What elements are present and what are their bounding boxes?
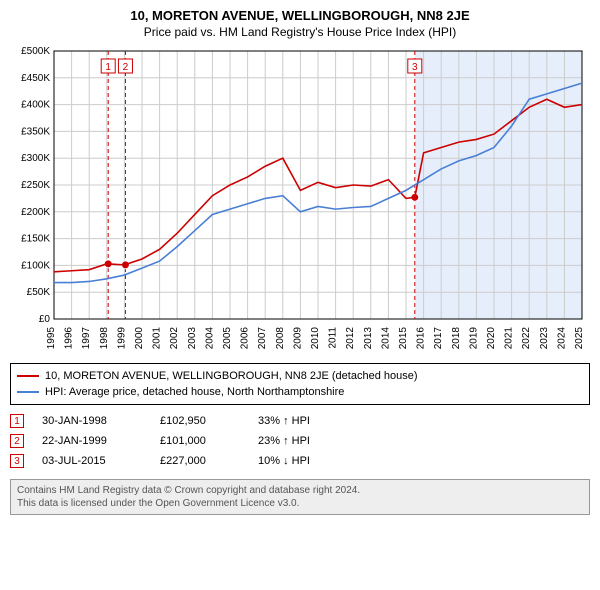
footer-line2: This data is licensed under the Open Gov… (17, 497, 583, 510)
svg-text:2016: 2016 (416, 327, 427, 350)
svg-text:2019: 2019 (468, 327, 479, 350)
svg-text:2011: 2011 (328, 327, 339, 349)
svg-text:1: 1 (105, 62, 111, 73)
svg-text:2021: 2021 (504, 327, 515, 350)
event-marker: 3 (10, 454, 24, 468)
event-row: 3 03-JUL-2015 £227,000 10% ↓ HPI (10, 451, 590, 471)
svg-text:1998: 1998 (99, 327, 110, 350)
events-table: 1 30-JAN-1998 £102,950 33% ↑ HPI 2 22-JAN-199… (10, 411, 590, 471)
svg-text:2004: 2004 (204, 327, 215, 350)
event-price: £101,000 (160, 431, 240, 451)
svg-text:£300K: £300K (21, 153, 50, 164)
svg-text:2020: 2020 (486, 327, 497, 350)
svg-text:£450K: £450K (21, 73, 50, 84)
svg-text:2006: 2006 (240, 327, 251, 350)
legend-label: 10, MORETON AVENUE, WELLINGBOROUGH, NN8 … (45, 368, 418, 384)
svg-text:£150K: £150K (21, 234, 50, 245)
event-price: £102,950 (160, 411, 240, 431)
svg-text:2012: 2012 (345, 327, 356, 350)
svg-text:2014: 2014 (380, 327, 391, 350)
event-marker: 1 (10, 414, 24, 428)
footer-line1: Contains HM Land Registry data © Crown c… (17, 484, 583, 497)
svg-text:1996: 1996 (64, 327, 75, 350)
svg-text:2002: 2002 (169, 327, 180, 350)
legend-label: HPI: Average price, detached house, Nort… (45, 384, 344, 400)
svg-text:2022: 2022 (521, 327, 532, 350)
legend-item: 10, MORETON AVENUE, WELLINGBOROUGH, NN8 … (17, 368, 583, 384)
svg-text:2000: 2000 (134, 327, 145, 350)
svg-text:£50K: £50K (27, 287, 51, 298)
event-price: £227,000 (160, 451, 240, 471)
svg-text:2003: 2003 (187, 327, 198, 350)
event-row: 2 22-JAN-1999 £101,000 23% ↑ HPI (10, 431, 590, 451)
svg-text:2010: 2010 (310, 327, 321, 350)
svg-text:£250K: £250K (21, 180, 50, 191)
event-date: 22-JAN-1999 (42, 431, 142, 451)
event-marker: 2 (10, 434, 24, 448)
chart-title: 10, MORETON AVENUE, WELLINGBOROUGH, NN8 … (10, 8, 590, 23)
event-pct: 23% ↑ HPI (258, 431, 348, 451)
legend-item: HPI: Average price, detached house, Nort… (17, 384, 583, 400)
svg-text:1995: 1995 (46, 327, 57, 350)
legend: 10, MORETON AVENUE, WELLINGBOROUGH, NN8 … (10, 363, 590, 405)
svg-text:1999: 1999 (116, 327, 127, 350)
chart-subtitle: Price paid vs. HM Land Registry's House … (10, 25, 590, 39)
event-pct: 10% ↓ HPI (258, 451, 348, 471)
svg-text:2001: 2001 (152, 327, 163, 350)
svg-text:3: 3 (412, 62, 418, 73)
legend-swatch (17, 375, 39, 377)
svg-text:2008: 2008 (275, 327, 286, 350)
svg-text:2013: 2013 (363, 327, 374, 350)
svg-text:£200K: £200K (21, 207, 50, 218)
svg-text:£100K: £100K (21, 260, 50, 271)
svg-text:£400K: £400K (21, 100, 50, 111)
event-pct: 33% ↑ HPI (258, 411, 348, 431)
svg-text:2: 2 (123, 62, 129, 73)
event-row: 1 30-JAN-1998 £102,950 33% ↑ HPI (10, 411, 590, 431)
event-date: 03-JUL-2015 (42, 451, 142, 471)
svg-text:2009: 2009 (292, 327, 303, 350)
svg-text:2023: 2023 (539, 327, 550, 350)
svg-text:2015: 2015 (398, 327, 409, 350)
svg-text:£500K: £500K (21, 46, 50, 57)
svg-text:2025: 2025 (574, 327, 585, 350)
line-chart: £0 £50K £100K £150K £200K £250K £300K £350K £400… (10, 45, 590, 355)
legend-swatch (17, 391, 39, 393)
svg-text:2017: 2017 (433, 327, 444, 350)
svg-text:2018: 2018 (451, 327, 462, 350)
chart-area: £0 £50K £100K £150K £200K £250K £300K £350K £400… (10, 45, 590, 355)
svg-text:£0: £0 (39, 314, 51, 325)
svg-text:2005: 2005 (222, 327, 233, 350)
event-date: 30-JAN-1998 (42, 411, 142, 431)
svg-text:1997: 1997 (81, 327, 92, 350)
footer-attribution: Contains HM Land Registry data © Crown c… (10, 479, 590, 515)
svg-text:2024: 2024 (556, 327, 567, 350)
svg-text:2007: 2007 (257, 327, 268, 350)
svg-text:£350K: £350K (21, 126, 50, 137)
